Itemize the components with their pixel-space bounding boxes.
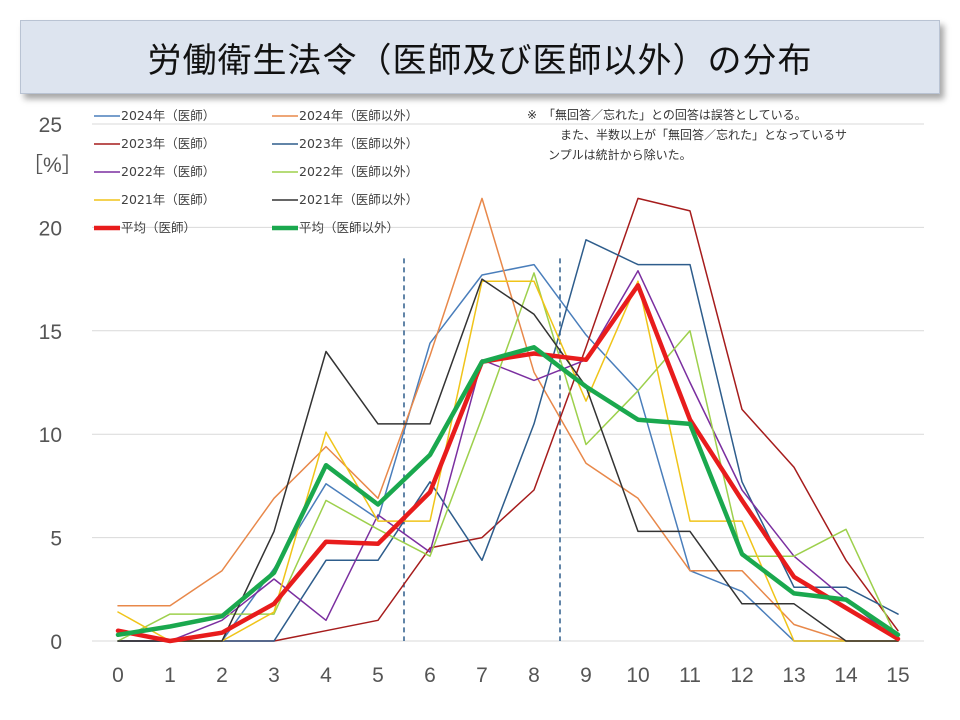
x-tick-label: 6 — [424, 664, 436, 687]
x-tick-label: 2 — [216, 664, 228, 687]
legend-label: 2022年（医師以外） — [299, 164, 418, 179]
x-tick-label: 3 — [268, 664, 280, 687]
y-tick-label: 15 — [39, 321, 62, 344]
x-tick-label: 1 — [164, 664, 176, 687]
legend-label: 2023年（医師以外） — [299, 136, 418, 151]
x-tick-label: 15 — [886, 664, 909, 687]
page-title: 労働衛生法令（医師及び医師以外）の分布 — [147, 40, 813, 81]
series-line-2 — [117, 197, 899, 642]
y-tick-label: 10 — [39, 424, 62, 447]
series-line-5 — [117, 272, 899, 642]
title-box: 労働衛生法令（医師及び医師以外）の分布 — [20, 20, 940, 94]
y-tick-label: 20 — [39, 217, 62, 240]
legend-label: 2023年（医師） — [121, 136, 215, 151]
note-line: また、半数以上が「無回答／忘れた」となっているサ — [548, 127, 847, 142]
legend-label: 平均（医師） — [121, 220, 196, 235]
x-tick-label: 9 — [580, 664, 592, 687]
series-line-4 — [117, 270, 899, 642]
note-line: ※ 「無回答／忘れた」との回答は誤答としている。 — [527, 107, 807, 122]
y-tick-label: 5 — [50, 528, 62, 551]
series-line-6 — [117, 280, 899, 642]
series-layer — [115, 197, 901, 644]
x-tick-label: 0 — [112, 664, 124, 687]
legend-label: 2021年（医師） — [121, 192, 215, 207]
series-line-7 — [117, 278, 899, 642]
vline-layer — [403, 258, 561, 641]
x-tick-label: 7 — [476, 664, 488, 687]
legend-label: 平均（医師以外） — [299, 220, 399, 235]
legend: 2024年（医師） 2024年（医師以外） 2023年（医師） 2023年（医師以外）… — [94, 108, 418, 235]
series-line-1 — [117, 197, 899, 642]
y-tick-label: 0 — [50, 631, 62, 654]
x-tick-label: 12 — [730, 664, 753, 687]
legend-label: 2024年（医師） — [121, 108, 215, 123]
series-line-8 — [115, 283, 901, 644]
legend-label: 2021年（医師以外） — [299, 192, 418, 207]
legend-label: 2024年（医師以外） — [299, 108, 418, 123]
x-tick-label: 5 — [372, 664, 384, 687]
note: ※ 「無回答／忘れた」との回答は誤答としている。 また、半数以上が「無回答／忘れ… — [527, 107, 847, 162]
series-line-9 — [115, 345, 901, 638]
x-tick-label: 14 — [834, 664, 858, 687]
x-tick-label: 4 — [320, 664, 332, 687]
x-tick-label: 10 — [626, 664, 649, 687]
legend-label: 2022年（医師） — [121, 164, 215, 179]
y-axis-unit-label: ［%］ — [22, 154, 83, 177]
series-line-0 — [117, 263, 899, 642]
x-tick-label: 11 — [679, 664, 701, 687]
x-tick-label: 8 — [528, 664, 540, 687]
y-tick-label: 25 — [39, 114, 62, 137]
grid-layer — [92, 123, 924, 642]
series-line-3 — [117, 239, 899, 642]
x-tick-label: 13 — [782, 664, 805, 687]
note-line: ンプルは統計から除いた。 — [548, 147, 692, 162]
